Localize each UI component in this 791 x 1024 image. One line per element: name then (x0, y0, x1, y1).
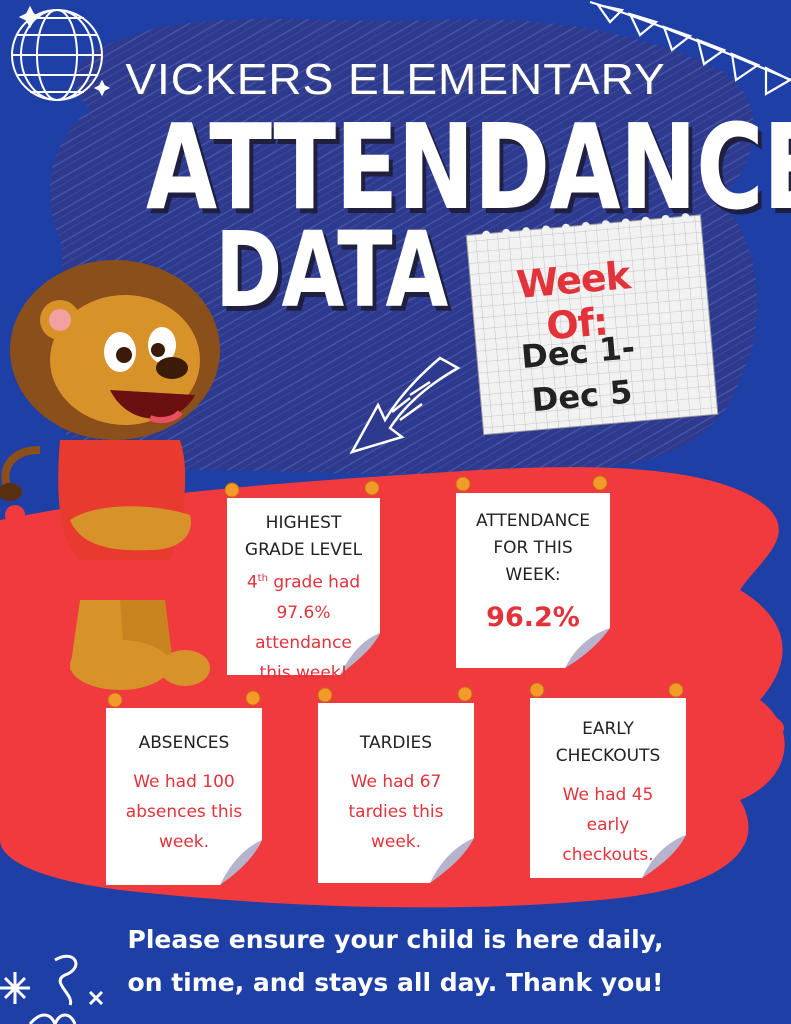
curved-arrow-icon (349, 356, 461, 455)
body-line: 97.6% (276, 602, 331, 623)
body-line: tardies this (348, 802, 444, 822)
grade-suffix: th (257, 573, 268, 584)
body-line: early (586, 815, 630, 835)
body-line: We had 45 (562, 785, 654, 805)
week-note (465, 213, 719, 436)
title-attendance: ATTENDANCE (146, 98, 791, 236)
tardies-body: We had 67 tardies this week. (318, 767, 474, 857)
week-dates: Dec 1- Dec 5 (496, 323, 663, 425)
paper-cards (106, 493, 686, 885)
lion-mascot-illustration (0, 260, 220, 690)
heading-line: EARLY (582, 719, 634, 739)
heading-line: HIGHEST (265, 513, 342, 533)
body-line: this week! (259, 662, 348, 683)
attendance-value: 96.2% (486, 602, 580, 633)
absences-card: ABSENCES We had 100 absences this week. (106, 730, 262, 857)
footer-line: Please ensure your child is here daily, (127, 925, 664, 954)
tardies-heading: TARDIES (359, 733, 433, 753)
grade-text: grade had (267, 572, 361, 593)
highest-grade-body: 4th grade had 97.6% attendance this week… (227, 564, 380, 688)
body-line: We had 100 (133, 772, 235, 792)
disco-ball-icon (11, 5, 111, 101)
heading-line: ATTENDANCE (476, 511, 590, 531)
absences-body: We had 100 absences this week. (106, 767, 262, 857)
early-checkouts-heading: EARLY CHECKOUTS (530, 716, 686, 770)
early-checkouts-card: EARLY CHECKOUTS We had 45 early checkout… (530, 716, 686, 870)
grade-number: 4 (246, 572, 258, 593)
body-line: checkouts. (562, 845, 654, 865)
attendance-card: ATTENDANCE FOR THIS WEEK: 96.2% (456, 508, 610, 633)
body-line: absences this (125, 802, 243, 822)
footer-line: on time, and stays all day. Thank you! (127, 968, 664, 997)
highest-grade-heading: HIGHEST GRADE LEVEL (227, 510, 380, 564)
early-checkouts-body: We had 45 early checkouts. (530, 780, 686, 870)
absences-heading: ABSENCES (138, 733, 230, 753)
body-line: week. (370, 832, 422, 852)
squiggle-doodle-icon (0, 954, 104, 1024)
body-line: week. (158, 832, 210, 852)
heading-line: FOR THIS (493, 538, 573, 558)
bunting-icon (589, 0, 791, 96)
footer-message: Please ensure your child is here daily, … (0, 918, 791, 1004)
body-line: 4th grade had (227, 564, 380, 598)
attendance-heading: ATTENDANCE FOR THIS WEEK: (456, 508, 610, 589)
title-data: DATA (215, 209, 448, 331)
heading-line: CHECKOUTS (555, 746, 661, 766)
highest-grade-card: HIGHEST GRADE LEVEL 4th grade had 97.6% … (227, 510, 380, 688)
body-line: We had 67 (350, 772, 442, 792)
body-line: attendance (255, 632, 352, 653)
tardies-card: TARDIES We had 67 tardies this week. (318, 730, 474, 857)
pushpin-icon (107, 475, 684, 708)
heading-line: WEEK: (505, 565, 561, 585)
school-name: VICKERS ELEMENTARY (125, 54, 666, 104)
heading-line: GRADE LEVEL (244, 540, 363, 560)
